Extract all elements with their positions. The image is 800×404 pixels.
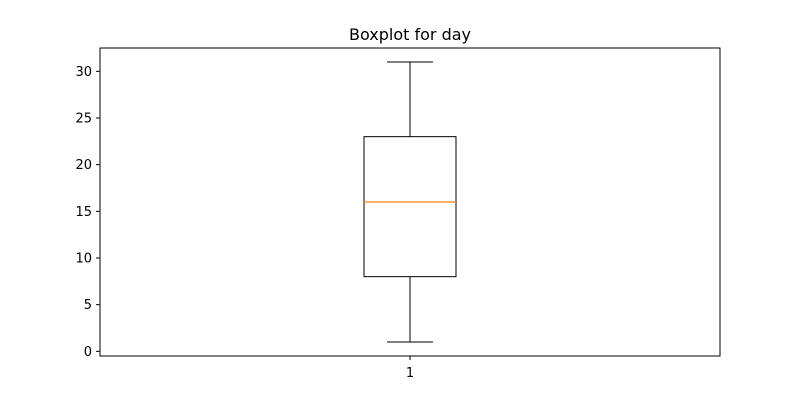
y-tick-label: 25: [75, 112, 92, 127]
y-tick-label: 10: [75, 252, 92, 267]
box-iqr: [363, 136, 457, 278]
x-tick-label: 1: [406, 366, 414, 381]
plot-area: 0 5 10 15 20 25 30 1: [75, 61, 457, 381]
y-tick-label: 0: [84, 345, 92, 360]
y-tick-label: 20: [75, 158, 92, 173]
y-tick-label: 30: [75, 65, 92, 80]
axes-frame: [99, 47, 721, 357]
y-tick-label: 15: [75, 205, 92, 220]
chart-title: Boxplot for day: [349, 25, 471, 44]
y-tick-label: 5: [84, 298, 92, 313]
